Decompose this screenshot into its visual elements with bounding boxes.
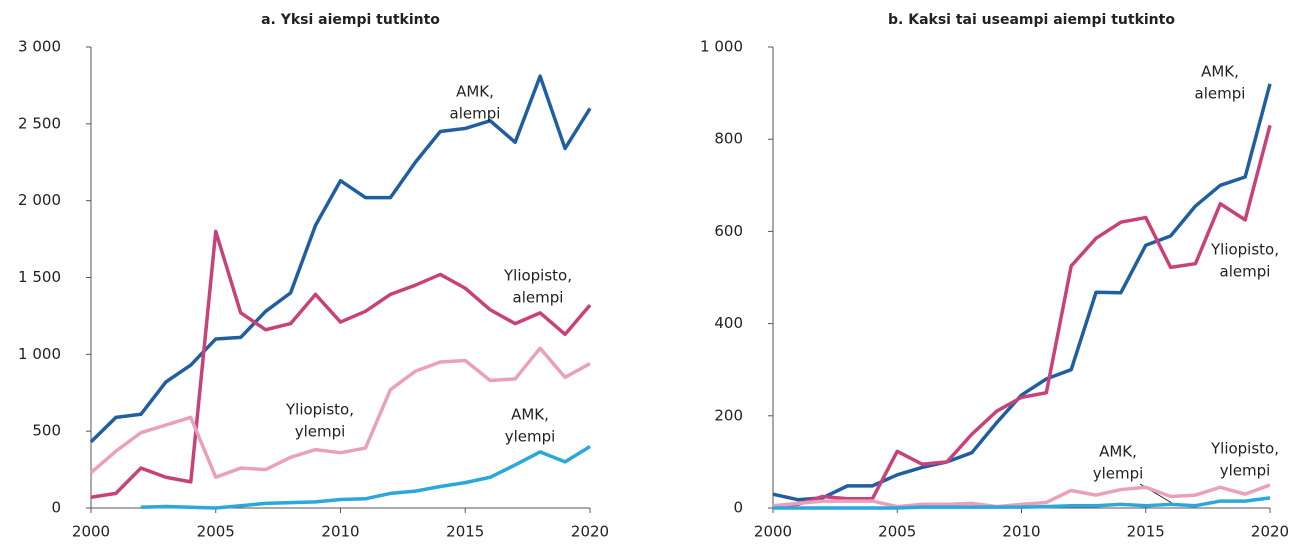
series-annotation: ylempi bbox=[1093, 465, 1144, 483]
series-annotation: ylempi bbox=[1220, 462, 1271, 480]
series-annotation: Yliopisto, bbox=[1210, 440, 1279, 458]
x-tick-label: 2005 bbox=[878, 523, 916, 541]
y-tick-label: 600 bbox=[714, 222, 743, 240]
y-tick-label: 1 000 bbox=[18, 345, 61, 363]
x-tick-label: 2010 bbox=[1002, 523, 1040, 541]
series-annotation: alempi bbox=[1220, 263, 1271, 281]
y-tick-label: 200 bbox=[714, 406, 743, 424]
series-annotation: AMK, bbox=[456, 83, 494, 101]
series-annotation: alempi bbox=[450, 105, 501, 123]
x-tick-label: 2015 bbox=[1127, 523, 1165, 541]
series-annotation: Yliopisto, bbox=[503, 267, 572, 285]
chart-title: a. Yksi aiempi tutkinto bbox=[261, 12, 440, 28]
series-line bbox=[772, 124, 1272, 509]
series-line bbox=[140, 445, 591, 510]
chart-title: b. Kaksi tai useampi aiempi tutkinto bbox=[888, 12, 1175, 28]
series-annotation: alempi bbox=[1195, 85, 1246, 103]
x-tick-label: 2020 bbox=[571, 523, 609, 541]
series-line bbox=[89, 74, 592, 444]
series-annotation: AMK, bbox=[511, 406, 549, 424]
x-tick-label: 2000 bbox=[754, 523, 792, 541]
x-tick-label: 2005 bbox=[197, 523, 235, 541]
series-annotation: AMK, bbox=[1099, 443, 1137, 461]
y-tick-label: 0 bbox=[733, 499, 743, 517]
series-annotation: alempi bbox=[513, 289, 564, 307]
y-tick-label: 400 bbox=[714, 314, 743, 332]
series-annotation: Yliopisto, bbox=[1210, 241, 1279, 259]
series-line bbox=[773, 496, 1271, 510]
series-line bbox=[772, 483, 1271, 509]
y-tick-label: 2 000 bbox=[18, 191, 61, 209]
x-tick-label: 2020 bbox=[1251, 523, 1289, 541]
series-annotation: Yliopisto, bbox=[285, 401, 354, 419]
x-tick-label: 2015 bbox=[446, 523, 484, 541]
x-tick-label: 2010 bbox=[321, 523, 359, 541]
series-line bbox=[90, 229, 592, 499]
y-tick-label: 800 bbox=[714, 130, 743, 148]
series-line bbox=[772, 83, 1272, 502]
series-annotation: ylempi bbox=[295, 423, 346, 441]
series-annotation: ylempi bbox=[505, 428, 556, 446]
series-annotation: AMK, bbox=[1201, 63, 1239, 81]
y-tick-label: 2 500 bbox=[18, 114, 61, 132]
y-tick-label: 1 500 bbox=[18, 268, 61, 286]
y-tick-label: 500 bbox=[32, 422, 61, 440]
y-tick-label: 0 bbox=[51, 499, 61, 517]
series-line bbox=[89, 346, 591, 480]
x-tick-label: 2000 bbox=[72, 523, 110, 541]
y-tick-label: 1 000 bbox=[700, 38, 743, 56]
y-tick-label: 3 000 bbox=[18, 38, 61, 56]
